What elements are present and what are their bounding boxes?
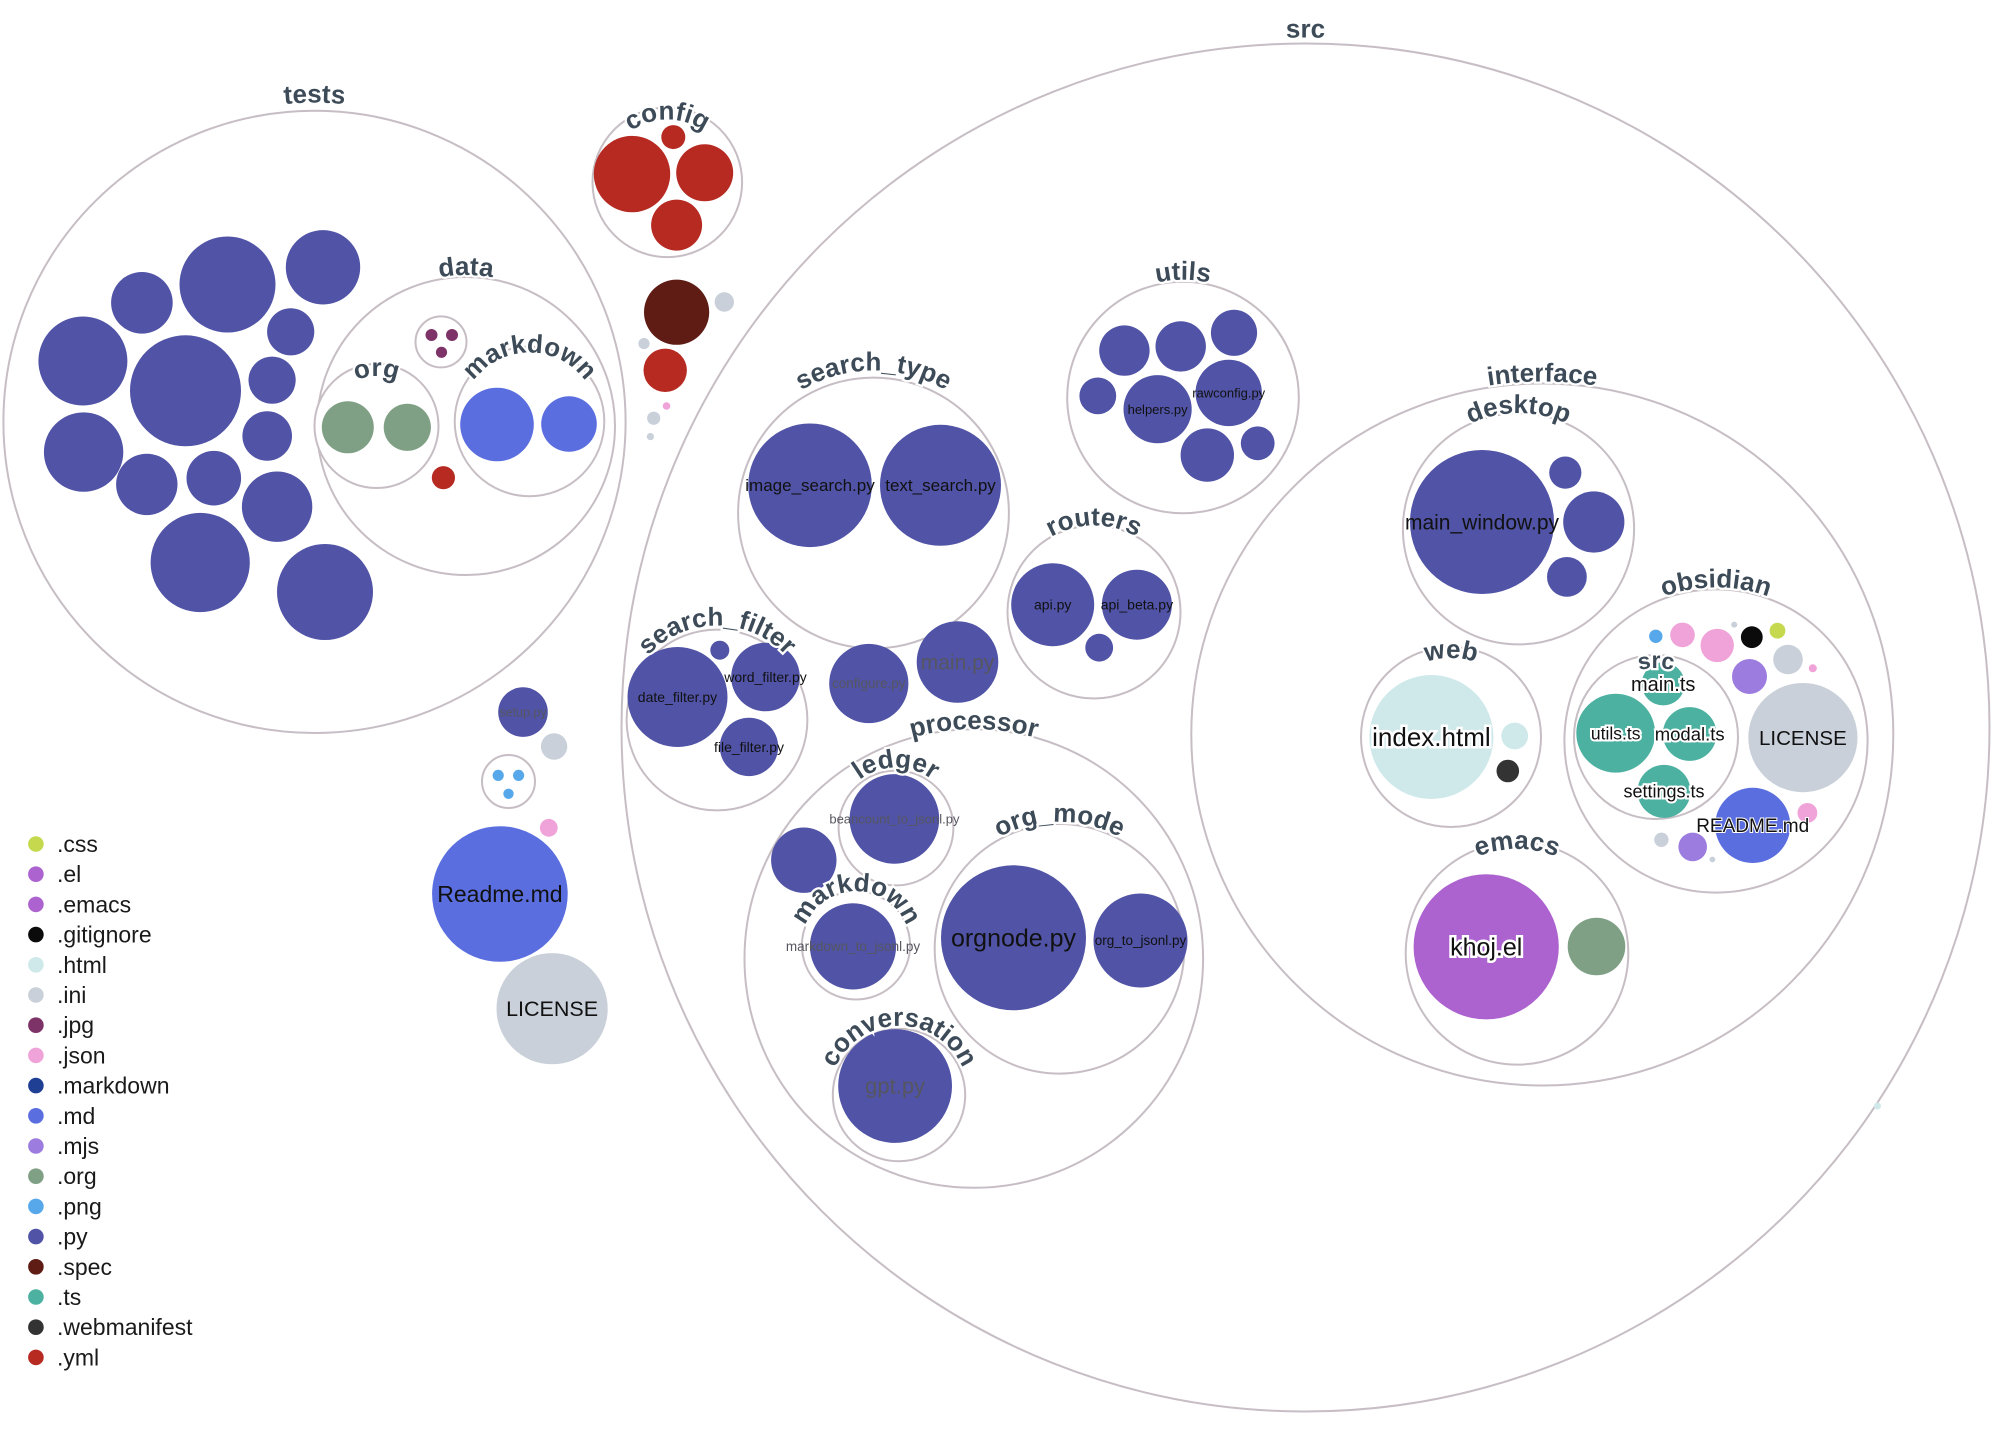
svg-text:main.ts: main.ts xyxy=(1631,674,1695,696)
svg-text:beancount_to_jsonl.py: beancount_to_jsonl.py xyxy=(829,811,960,826)
svg-text:.md: .md xyxy=(57,1103,95,1129)
svg-text:.org: .org xyxy=(57,1163,97,1189)
svg-text:.ini: .ini xyxy=(57,982,86,1008)
svg-text:word_filter.py: word_filter.py xyxy=(723,669,806,685)
svg-text:gpt.py: gpt.py xyxy=(865,1074,925,1099)
svg-text:LICENSE: LICENSE xyxy=(1759,727,1847,750)
svg-text:settings.ts: settings.ts xyxy=(1623,782,1704,802)
svg-text:.mjs: .mjs xyxy=(57,1133,99,1159)
svg-text:.html: .html xyxy=(57,952,107,978)
svg-text:api.py: api.py xyxy=(1034,597,1071,613)
svg-text:.yml: .yml xyxy=(57,1344,99,1370)
svg-text:.py: .py xyxy=(57,1224,88,1250)
svg-text:configure.py: configure.py xyxy=(832,676,906,691)
svg-text:utils.ts: utils.ts xyxy=(1591,723,1641,743)
svg-text:setup.py: setup.py xyxy=(499,706,547,720)
svg-text:main_window.py: main_window.py xyxy=(1405,511,1560,534)
svg-text:LICENSE: LICENSE xyxy=(506,997,598,1021)
svg-text:.markdown: .markdown xyxy=(57,1073,169,1099)
svg-text:src: src xyxy=(1286,13,1326,43)
svg-text:.json: .json xyxy=(57,1042,106,1068)
svg-text:modal.ts: modal.ts xyxy=(1655,724,1725,745)
svg-text:org: org xyxy=(350,352,403,386)
svg-text:image_search.py: image_search.py xyxy=(745,476,875,495)
svg-text:date_filter.py: date_filter.py xyxy=(638,689,717,705)
svg-text:.png: .png xyxy=(57,1193,102,1219)
svg-text:README.md: README.md xyxy=(1696,816,1809,837)
svg-text:api_beta.py: api_beta.py xyxy=(1101,597,1173,613)
svg-text:index.html: index.html xyxy=(1372,722,1491,752)
svg-text:interface: interface xyxy=(1485,357,1599,391)
svg-text:.emacs: .emacs xyxy=(57,891,131,917)
svg-text:.spec: .spec xyxy=(57,1254,112,1280)
svg-text:data: data xyxy=(436,251,496,283)
svg-text:utils: utils xyxy=(1153,256,1214,289)
svg-text:text_search.py: text_search.py xyxy=(885,476,996,495)
svg-text:src: src xyxy=(1636,647,1677,675)
svg-text:helpers.py: helpers.py xyxy=(1128,402,1188,417)
svg-text:org_to_jsonl.py: org_to_jsonl.py xyxy=(1095,933,1187,948)
svg-text:orgnode.py: orgnode.py xyxy=(951,925,1077,953)
svg-text:.gitignore: .gitignore xyxy=(57,922,152,948)
svg-text:rawconfig.py: rawconfig.py xyxy=(1192,385,1265,400)
svg-text:khoj.el: khoj.el xyxy=(1450,934,1522,962)
svg-text:Readme.md: Readme.md xyxy=(437,881,562,907)
svg-text:web: web xyxy=(1420,634,1481,668)
svg-text:.jpg: .jpg xyxy=(57,1012,94,1038)
svg-text:tests: tests xyxy=(282,79,346,110)
svg-text:.css: .css xyxy=(57,831,98,857)
svg-text:.webmanifest: .webmanifest xyxy=(57,1314,193,1340)
svg-text:main.py: main.py xyxy=(921,651,995,674)
svg-text:file_filter.py: file_filter.py xyxy=(714,739,784,755)
svg-text:.el: .el xyxy=(57,861,81,887)
svg-text:markdown_to_jsonl.py: markdown_to_jsonl.py xyxy=(786,939,921,954)
svg-text:.ts: .ts xyxy=(57,1284,81,1310)
